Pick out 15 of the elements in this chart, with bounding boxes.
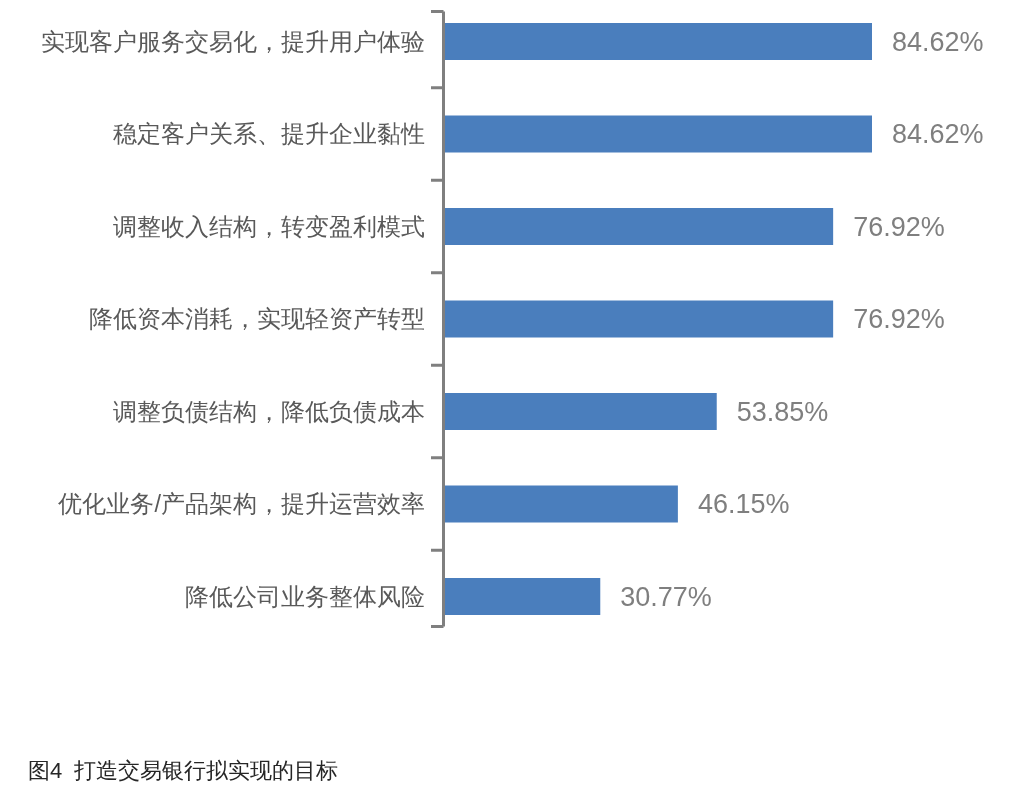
- data-label: 84.62%: [892, 26, 984, 57]
- data-label: 84.62%: [892, 119, 984, 149]
- data-label: 46.15%: [697, 489, 790, 519]
- y-tick-label: 降低资本消耗，实现轻资产转型: [89, 306, 425, 332]
- y-tick-label: 降低公司业务整体风险: [185, 583, 425, 610]
- y-tick-label: 调整负债结构，降低负债成本: [113, 398, 425, 425]
- y-tick-label: 实现客户服务交易化，提升用户体验: [41, 28, 425, 55]
- data-label: 76.92%: [853, 211, 945, 242]
- data-label: 76.92%: [853, 304, 945, 334]
- y-tick-label: 优化业务/产品架构，提升运营效率: [58, 491, 425, 517]
- y-tick-label: 稳定客户关系、提升企业黏性: [113, 121, 425, 147]
- y-tick-label: 调整收入结构，转变盈利模式: [113, 213, 425, 240]
- data-label: 53.85%: [736, 396, 829, 427]
- title: 图4 打造交易银行拟实现的目标: [28, 757, 339, 783]
- data-label: 30.77%: [620, 581, 712, 612]
